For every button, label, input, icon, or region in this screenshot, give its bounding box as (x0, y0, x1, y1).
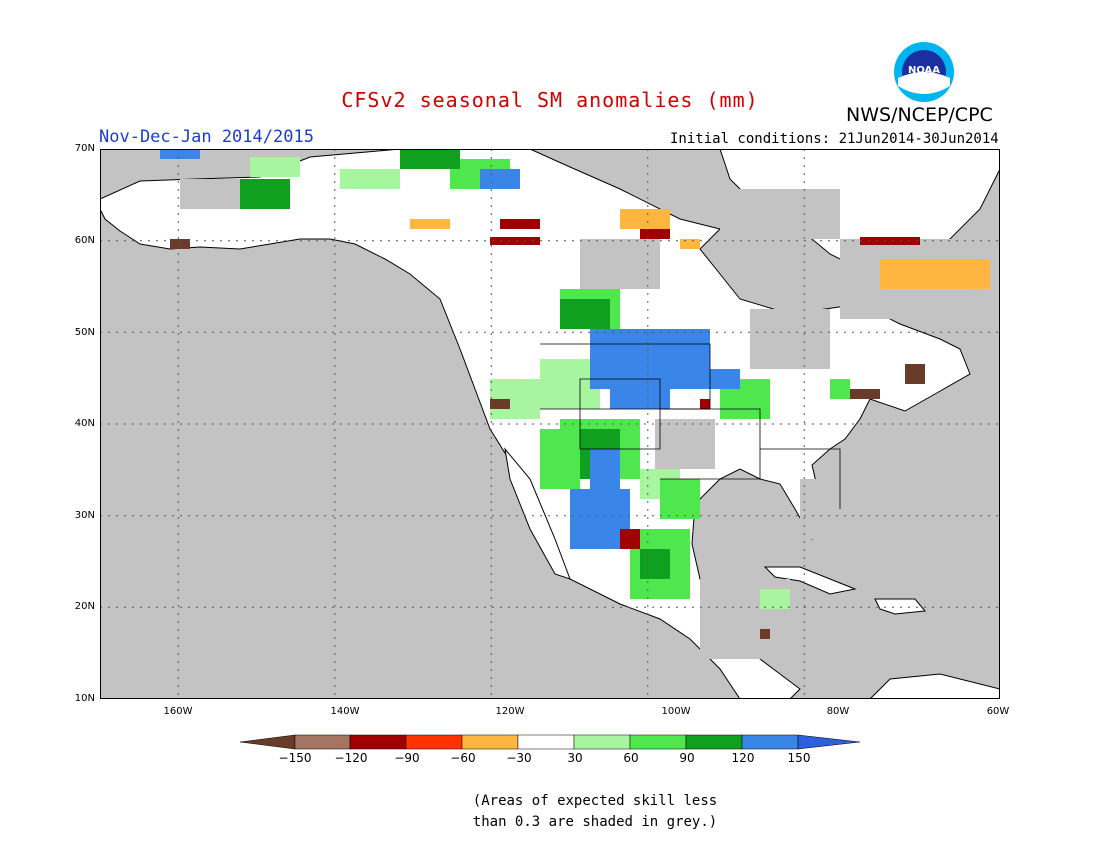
colorbar-swatch (517, 734, 575, 750)
state-borders (540, 343, 841, 509)
lat-label: 70N (74, 143, 95, 154)
colorbar-swatch (629, 734, 687, 750)
lat-label: 20N (74, 601, 95, 612)
lat-label: 10N (74, 693, 95, 704)
lon-label: 160W (163, 706, 193, 717)
colorbar-swatch (685, 734, 743, 750)
forecast-period: Nov-Dec-Jan 2014/2015 (99, 127, 314, 147)
colorbar-label: 30 (567, 751, 583, 765)
lon-label: 140W (330, 706, 360, 717)
land-baja (504, 447, 571, 580)
lat-label: 50N (74, 327, 95, 338)
map-title: CFSv2 seasonal SM anomalies (mm) (341, 88, 759, 112)
skill-note-line2: than 0.3 are shaded in grey.) (472, 814, 718, 830)
skill-note: (Areas of expected skill less than 0.3 a… (0, 791, 1100, 833)
colorbar-label: −90 (394, 751, 420, 765)
map-frame (100, 149, 1000, 699)
anomaly-cells (160, 149, 990, 639)
graticule (100, 149, 1000, 699)
lat-label: 60N (74, 235, 95, 246)
colorbar-swatch (405, 734, 463, 750)
anomaly-map (100, 149, 1000, 699)
land-north-america (100, 149, 971, 699)
colorbar-swatch (741, 734, 799, 750)
colorbar-label: 60 (623, 751, 639, 765)
land-south-america (869, 673, 1000, 699)
colorbar-label: −60 (450, 751, 476, 765)
colorbar-swatch (573, 734, 631, 750)
lon-label: 60W (986, 706, 1010, 717)
colorbar-arrow-high (797, 734, 861, 750)
noaa-logo-text: NOAA (908, 65, 940, 76)
colorbar-label: −150 (278, 751, 312, 765)
land-cuba (763, 566, 857, 595)
noaa-logo: NOAA (892, 40, 956, 108)
colorbar-swatch (349, 734, 407, 750)
skill-note-line1: (Areas of expected skill less (472, 793, 718, 809)
land-hispaniola (874, 598, 926, 615)
colorbar-swatch (461, 734, 519, 750)
colorbar-label: 90 (679, 751, 695, 765)
lat-label: 40N (74, 418, 95, 429)
initial-conditions: Initial conditions: 21Jun2014-30Jun2014 (670, 131, 999, 147)
lon-label: 80W (826, 706, 850, 717)
colorbar (240, 734, 861, 750)
lon-label: 100W (661, 706, 691, 717)
colorbar-label: 120 (731, 751, 755, 765)
agency-label: NWS/NCEP/CPC (846, 104, 993, 126)
colorbar-arrow-low (240, 734, 296, 750)
colorbar-swatch (294, 734, 351, 750)
lat-label: 30N (74, 510, 95, 521)
colorbar-label: −30 (506, 751, 532, 765)
lon-label: 120W (495, 706, 525, 717)
colorbar-label: 150 (787, 751, 811, 765)
colorbar-label: −120 (334, 751, 368, 765)
